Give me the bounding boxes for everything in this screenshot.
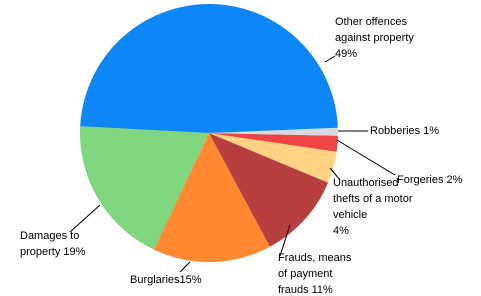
value-label: 2% (446, 174, 463, 186)
slice-label: Other offences against property 49% (335, 14, 445, 62)
leader (324, 55, 336, 63)
value-label: 4% (333, 225, 349, 237)
category-label: Unauthorised thefts of a motor vehicle (333, 177, 413, 221)
leader (69, 204, 101, 233)
slice-label: Unauthorised thefts of a motor vehicle 4% (333, 175, 428, 239)
pie-slice (153, 133, 270, 262)
category-label: Burglaries (130, 274, 180, 286)
pie-slice (209, 133, 338, 152)
value-label: 11% (311, 284, 333, 296)
pie-slice (209, 133, 337, 183)
category-label: Other offences against property (335, 16, 414, 44)
slice-label: Burglaries15% (130, 272, 230, 288)
slice-label: Forgeries 2% (397, 172, 477, 188)
category-label: Damages to property (20, 230, 80, 258)
leader (279, 224, 291, 257)
slice-label: Damages to property 19% (20, 228, 100, 260)
value-label: 15% (179, 274, 202, 286)
leader (329, 167, 341, 181)
value-label: 49% (335, 48, 358, 60)
value-label: 19% (63, 246, 86, 258)
category-label: Forgeries (397, 174, 444, 186)
leader (179, 261, 191, 273)
pie-slice (80, 126, 209, 250)
category-label: Robberies (370, 125, 421, 137)
slice-label: Frauds, means of payment frauds 11% (278, 250, 363, 296)
value-label: 1% (423, 125, 440, 137)
category-label: Frauds, means of payment frauds (278, 252, 352, 296)
slice-label: Robberies 1% (370, 123, 470, 139)
pie-slice (209, 133, 329, 247)
leader (336, 139, 396, 176)
pie-slice (80, 4, 338, 133)
pie-slice (209, 127, 338, 136)
